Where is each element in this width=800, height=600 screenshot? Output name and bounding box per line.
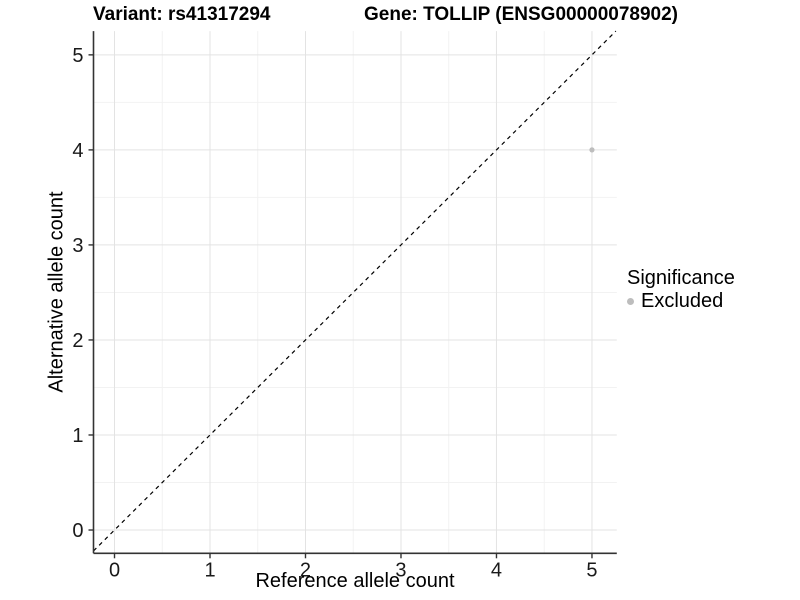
y-tick-label: 0 xyxy=(72,520,83,542)
x-tick-label: 0 xyxy=(109,559,120,581)
y-tick-label: 4 xyxy=(72,140,83,162)
x-tick-label: 1 xyxy=(204,559,215,581)
x-tick-label: 2 xyxy=(300,559,311,581)
legend: Significance Excluded xyxy=(627,268,735,312)
plot-title-variant: Variant: rs41317294 xyxy=(93,4,271,25)
legend-item-label: Excluded xyxy=(641,290,724,312)
y-tick-label: 1 xyxy=(72,425,83,447)
data-point xyxy=(589,147,595,153)
x-tick-label: 3 xyxy=(395,559,406,581)
legend-item: Excluded xyxy=(627,291,735,312)
x-axis-title: Reference allele count xyxy=(255,570,455,592)
y-axis-title: Alternative allele count xyxy=(45,191,68,393)
y-tick-label: 3 xyxy=(72,235,83,257)
y-tick-label: 2 xyxy=(72,330,83,352)
x-tick-label: 4 xyxy=(491,559,502,581)
legend-title: Significance xyxy=(627,267,735,289)
plot-title-gene: Gene: TOLLIP (ENSG00000078902) xyxy=(364,4,679,25)
excluded-point-icon xyxy=(627,298,634,305)
y-tick-label: 5 xyxy=(72,45,83,67)
x-tick-label: 5 xyxy=(586,559,597,581)
